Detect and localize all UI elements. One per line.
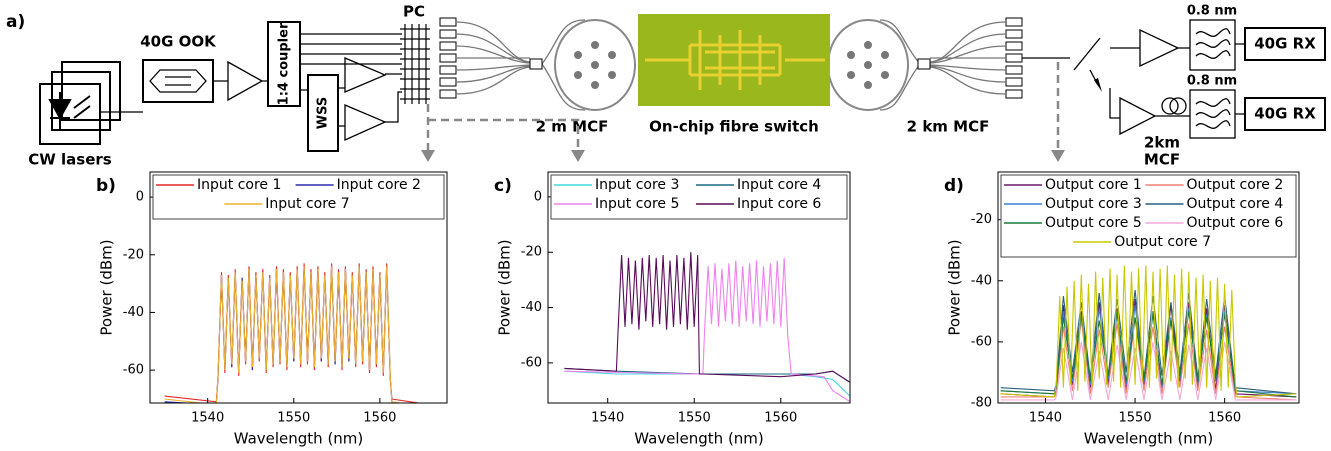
y-tick-label: -20 [971,212,992,227]
mcf-label: 2 km MCF [907,118,990,136]
polarisation-controllers [400,24,430,104]
legend-label: Output core 5 [1045,215,1142,231]
spool-label: 2km [1144,134,1180,152]
y-tick-label: -80 [971,396,992,411]
y-tick-label: -60 [123,363,144,378]
y-tick-label: 0 [534,189,542,204]
setup-diagram: a) CW lasers 40G OOK 1:4 coupler WSS PC … [6,3,1325,169]
fan-in [918,59,930,69]
legend-label: Output core 3 [1045,196,1142,212]
pc-label: PC [403,3,425,21]
legend-label: Input core 3 [595,177,679,193]
laser-box [40,84,100,144]
spectrum-line [1001,266,1297,397]
y-tick-label: -40 [123,305,144,320]
receiver-label: 40G RX [1254,105,1316,123]
spectrum-line [165,266,449,410]
y-axis-label: Power (dBm) [98,239,116,335]
switch-fibres [1022,38,1140,118]
legend-label: Input core 1 [197,177,281,193]
plot-lines [1001,266,1297,400]
plot-lines [165,263,449,413]
fan-in [530,59,542,69]
laser-box [62,62,120,120]
laser-diode [50,92,90,130]
arrow-head [1094,78,1102,92]
x-tick-label: 1550 [1119,411,1152,426]
arrow-heads [421,150,1065,162]
panel-label: d) [944,176,964,196]
amplifier [228,62,268,100]
legend-label: Input core 2 [337,177,421,193]
panel-label: b) [96,176,116,196]
x-axis-label: Wavelength (nm) [634,430,764,448]
modulation-label: 40G OOK [140,33,217,51]
legend-label: Output core 6 [1186,215,1283,231]
legend-label: Output core 7 [1114,234,1211,250]
y-axis-label: Power (dBm) [496,239,514,335]
y-tick-label: -20 [123,247,144,262]
switch-label: On-chip fibre switch [649,118,819,136]
legend-label: Input core 4 [737,177,821,193]
coupler-label: 1:4 coupler [277,22,292,105]
modulator [143,60,213,102]
x-tick-label: 1550 [678,411,711,426]
wss-label: WSS [316,97,331,129]
x-tick-label: 1560 [1208,411,1241,426]
spectrum-line [564,258,850,402]
laser-label: CW lasers [28,151,112,169]
x-axis-label: Wavelength (nm) [1084,430,1214,448]
y-tick-label: -60 [971,334,992,349]
legend-label: Input core 6 [737,196,821,212]
spool-label: MCF [1144,151,1180,169]
spectrum-line [564,252,850,382]
panel-label: a) [6,12,25,32]
legend-label: Input core 7 [265,196,349,212]
y-tick-label: -20 [521,245,542,260]
x-tick-label: 1540 [191,411,224,426]
x-tick-label: 1540 [591,411,624,426]
x-tick-label: 1560 [363,411,396,426]
plot-lines [564,252,850,401]
legend-label: Output core 2 [1186,177,1283,193]
y-tick-label: -40 [971,273,992,288]
figure: a) CW lasers 40G OOK 1:4 coupler WSS PC … [0,0,1331,451]
x-tick-label: 1550 [277,411,310,426]
y-tick-label: -40 [521,300,542,315]
y-axis-label: Power (dBm) [946,239,964,335]
panel-label: c) [494,176,512,196]
x-tick-label: 1560 [764,411,797,426]
x-tick-label: 1540 [1029,411,1062,426]
x-axis-label: Wavelength (nm) [234,430,364,448]
legend-label: Output core 1 [1045,177,1142,193]
y-tick-label: -60 [521,355,542,370]
filter-label: 0.8 nm [1187,4,1237,19]
legend-label: Input core 5 [595,196,679,212]
receiver-label: 40G RX [1254,35,1316,53]
y-tick-label: 0 [136,190,144,205]
filter-label: 0.8 nm [1187,74,1237,89]
amplifiers [345,58,385,140]
legend-label: Output core 4 [1186,196,1283,212]
modulator-arms [150,70,206,92]
